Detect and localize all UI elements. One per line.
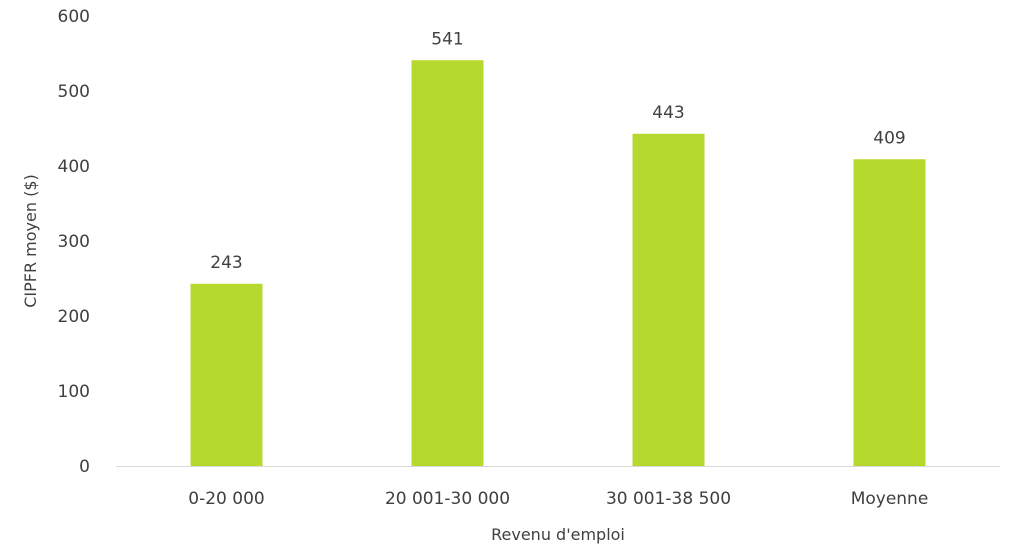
y-tick-label: 100 bbox=[58, 382, 90, 402]
bar bbox=[632, 133, 705, 466]
x-tick-label: 30 001-38 500 bbox=[606, 489, 731, 509]
x-axis-title: Revenu d'emploi bbox=[491, 525, 625, 544]
y-axis-title: CIPFR moyen ($) bbox=[21, 174, 40, 308]
y-axis-ticks: 0 100 200 300 400 500 600 bbox=[58, 7, 90, 477]
data-label: 443 bbox=[652, 103, 684, 123]
x-tick-label: 20 001-30 000 bbox=[385, 489, 510, 509]
data-labels-group: 243 541 443 409 bbox=[210, 29, 905, 273]
data-label: 409 bbox=[873, 128, 905, 148]
bar bbox=[853, 159, 926, 466]
y-tick-label: 600 bbox=[58, 7, 90, 27]
y-tick-label: 500 bbox=[58, 82, 90, 102]
y-tick-label: 0 bbox=[79, 457, 90, 477]
y-tick-label: 200 bbox=[58, 307, 90, 327]
data-label: 243 bbox=[210, 253, 242, 273]
x-axis-ticks: 0-20 000 20 001-30 000 30 001-38 500 Moyenn… bbox=[188, 489, 928, 509]
x-tick-label: Moyenne bbox=[851, 489, 929, 509]
bar bbox=[190, 283, 263, 466]
bars-group bbox=[190, 60, 926, 466]
data-label: 541 bbox=[431, 29, 463, 49]
y-tick-label: 400 bbox=[58, 157, 90, 177]
y-tick-label: 300 bbox=[58, 232, 90, 252]
bar bbox=[411, 60, 484, 466]
x-tick-label: 0-20 000 bbox=[188, 489, 264, 509]
